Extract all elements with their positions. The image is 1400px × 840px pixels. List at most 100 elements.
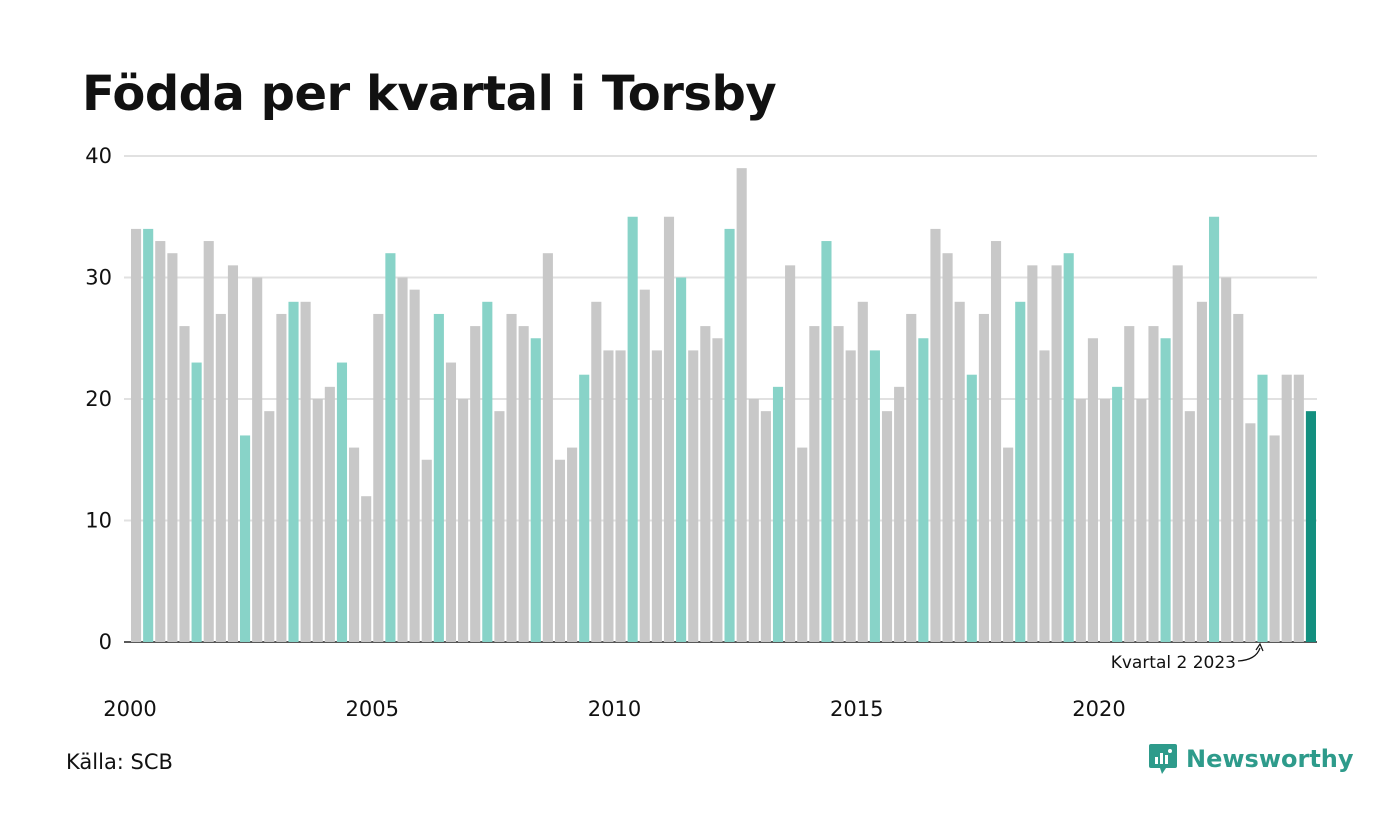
bar — [1063, 253, 1074, 642]
bar — [421, 459, 432, 642]
x-tick-label: 2010 — [588, 697, 641, 721]
y-tick-label: 40 — [85, 144, 112, 168]
bar — [724, 228, 735, 642]
bar — [1039, 350, 1050, 642]
bar — [1160, 338, 1171, 642]
bar — [312, 399, 323, 642]
bar — [1136, 399, 1147, 642]
brand[interactable]: Newsworthy — [1148, 742, 1354, 776]
source-label: Källa: SCB — [66, 750, 173, 774]
bar — [1281, 374, 1292, 642]
bar — [809, 326, 820, 642]
bar — [191, 362, 202, 642]
bar — [712, 338, 723, 642]
bar — [506, 313, 517, 642]
bar — [615, 350, 626, 642]
bar — [433, 313, 444, 642]
bar — [1075, 399, 1086, 642]
chart-title: Födda per kvartal i Torsby — [82, 66, 777, 122]
bar — [676, 277, 687, 642]
bar — [990, 241, 1002, 643]
bar — [324, 386, 335, 642]
bar — [518, 326, 529, 642]
bar — [1172, 265, 1183, 642]
bar — [385, 253, 396, 642]
bar — [700, 326, 711, 642]
bar — [482, 301, 493, 642]
bar — [688, 350, 699, 642]
bar — [227, 265, 239, 642]
bar — [591, 301, 602, 642]
bar — [1087, 338, 1098, 642]
bar — [966, 374, 977, 642]
bar — [373, 313, 384, 642]
bar — [603, 350, 614, 642]
annotation: Kvartal 2 2023 — [1111, 642, 1264, 673]
bar — [772, 386, 784, 642]
bar — [785, 265, 796, 642]
bar — [470, 326, 481, 642]
bar — [748, 399, 759, 642]
bars — [131, 168, 1316, 643]
bar — [203, 241, 214, 643]
bar — [760, 411, 771, 642]
brand-name: Newsworthy — [1186, 745, 1354, 773]
bar — [1003, 447, 1014, 642]
y-tick-label: 30 — [85, 266, 112, 290]
bar — [1221, 277, 1232, 642]
bar — [894, 386, 905, 642]
bar — [1196, 301, 1207, 642]
bar — [1269, 435, 1280, 642]
y-axis-ticks: 0 10 20 30 40 — [85, 144, 112, 654]
bar — [1124, 326, 1135, 642]
bar — [1099, 399, 1111, 642]
bar — [881, 411, 893, 642]
bar — [143, 228, 154, 642]
bar — [409, 289, 420, 642]
bar — [155, 241, 166, 643]
bar — [1245, 423, 1256, 642]
bar — [494, 411, 505, 642]
bar — [627, 216, 638, 642]
bar — [1015, 301, 1026, 642]
bar — [397, 277, 408, 642]
bar — [445, 362, 457, 642]
bar — [1233, 313, 1244, 642]
bar — [869, 350, 880, 642]
annotation-arrow — [1237, 647, 1261, 662]
bar — [930, 228, 941, 642]
bar — [857, 301, 868, 642]
annotation-arrowhead — [1255, 642, 1264, 652]
y-tick-label: 20 — [85, 387, 112, 411]
x-tick-label: 2000 — [103, 697, 156, 721]
bar — [663, 216, 675, 642]
bar — [167, 253, 178, 642]
y-tick-label: 10 — [85, 509, 112, 533]
bar — [1293, 374, 1304, 642]
bar — [349, 447, 360, 642]
bar — [336, 362, 348, 642]
bar — [1257, 374, 1268, 642]
bar — [1148, 326, 1159, 642]
annotation-label: Kvartal 2 2023 — [1111, 653, 1236, 673]
bar — [954, 301, 965, 642]
bar — [736, 168, 747, 642]
bar — [579, 374, 590, 642]
bar — [1027, 265, 1038, 642]
bar — [978, 313, 989, 642]
x-axis-ticks: 2000 2005 2010 2015 2020 — [103, 697, 1125, 721]
bar — [651, 350, 662, 642]
x-tick-label: 2020 — [1072, 697, 1125, 721]
bar — [276, 313, 287, 642]
bar — [131, 228, 142, 642]
bar — [264, 411, 275, 642]
bar — [1208, 216, 1220, 642]
bar — [906, 313, 917, 642]
x-tick-label: 2005 — [346, 697, 399, 721]
bar — [530, 338, 541, 642]
bar — [821, 241, 832, 643]
bar — [845, 350, 856, 642]
bar — [1184, 411, 1195, 642]
bar — [361, 496, 372, 642]
